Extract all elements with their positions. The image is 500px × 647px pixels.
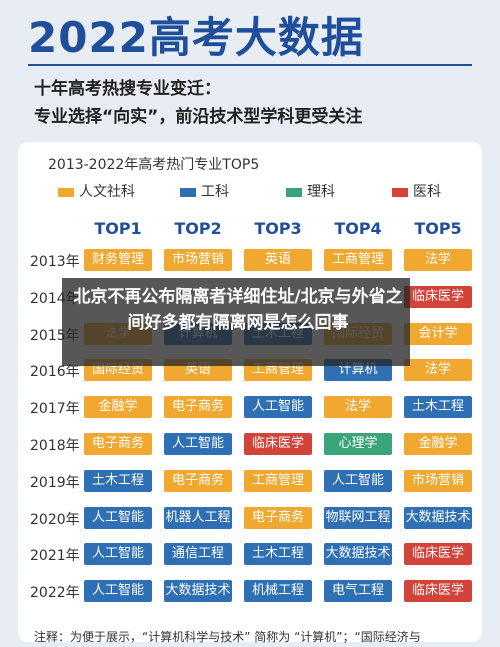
major-cell: 通信工程 [164,543,232,566]
major-cell: 大数据技术 [324,543,392,566]
major-cell: 电子商务 [244,506,312,529]
major-cell: 工商管理 [324,249,392,271]
year-label: 2021年 [30,548,80,565]
column-header: TOP2 [174,219,222,238]
major-cell: 土木工程 [84,469,152,492]
year-label: 2018年 [30,438,80,454]
major-cell: 法学 [404,359,472,382]
major-cell: 机械工程 [244,580,312,603]
major-cell: 市场营销 [404,469,472,492]
major-cell: 法学 [324,396,392,419]
year-label: 2013年 [30,254,80,270]
legend-item: 医科 [392,181,441,201]
legend-swatch [58,187,74,197]
card [18,142,482,642]
legend-label: 工科 [201,184,229,200]
major-cell: 市场营销 [164,249,232,271]
year-label: 2017年 [30,401,80,418]
title: 2022高考大数据 [28,13,364,62]
major-cell: 人工智能 [84,506,152,529]
year-label: 2022年 [30,585,80,602]
divider [28,64,472,66]
major-cell: 金融学 [84,396,152,419]
overlay-text: 北京不再公布隔离者详细住址/北京与外省之间好多都有隔离网是怎么回事 [73,287,403,333]
major-cell: 人工智能 [164,433,232,455]
major-cell: 会计学 [404,322,472,345]
subtitle: 十年高考热搜专业变迁： [34,79,221,99]
year-label: 2020年 [30,511,80,528]
legend-item: 工科 [180,181,229,201]
overlay-bg [62,278,410,366]
major-cell: 人工智能 [244,396,312,419]
year-label: 2016年 [30,364,80,381]
year-label: 2019年 [30,474,80,491]
major-cell: 大数据技术 [164,580,232,603]
column-header: TOP1 [94,219,142,238]
major-cell: 电气工程 [324,580,392,603]
column-header: TOP3 [254,219,302,238]
column-header: TOP5 [414,219,462,238]
major-cell: 土木工程 [244,543,312,566]
major-cell: 心理学 [324,433,392,455]
column-header: TOP4 [334,219,382,238]
major-cell: 电子商务 [84,433,152,455]
major-cell: 金融学 [404,433,472,455]
legend-label: 理科 [307,184,335,200]
major-cell: 财务管理 [84,249,152,271]
table-title: 2013-2022年高考热门专业TOP5 [48,157,260,173]
legend-swatch [180,187,196,197]
legend-label: 人文社科 [79,184,135,200]
major-cell: 人工智能 [84,580,152,603]
major-cell: 法学 [404,249,472,271]
major-cell: 临床医学 [404,580,472,603]
major-cell: 电子商务 [164,396,232,419]
major-cell: 电子商务 [164,469,232,492]
major-cell: 人工智能 [84,543,152,566]
major-cell: 大数据技术 [404,506,472,529]
legend-item: 理科 [286,181,335,201]
legend-swatch [392,187,408,197]
legend-label: 医科 [413,184,441,200]
major-cell: 人工智能 [324,469,392,492]
legend-swatch [286,187,302,197]
major-cell: 临床医学 [404,543,472,566]
note: 注释：为便于展示，“计算机科学与技术” 简称为 “计算机”；“国际经济与 [34,630,421,644]
major-cell: 物联网工程 [324,506,392,529]
major-cell: 临床医学 [404,285,472,308]
legend-item: 人文社科 [58,181,135,201]
major-cell: 临床医学 [244,433,312,455]
major-cell: 机器人工程 [164,506,232,529]
major-cell: 工商管理 [244,469,312,492]
subtitle: 专业选择“向实”，前沿技术型学科更受关注 [34,107,363,127]
major-cell: 土木工程 [404,396,472,419]
major-cell: 英语 [244,249,312,271]
